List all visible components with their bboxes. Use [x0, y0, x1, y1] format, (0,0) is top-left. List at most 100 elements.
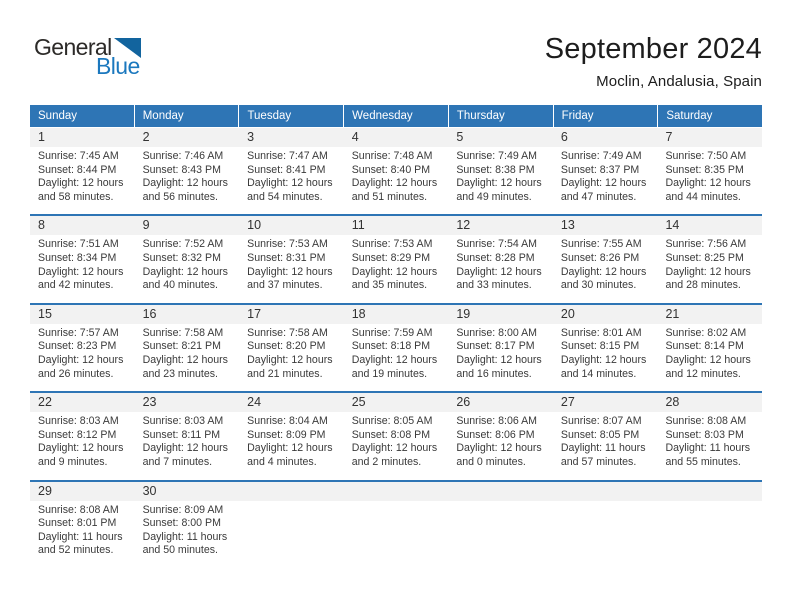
day-details: Sunrise: 8:02 AM Sunset: 8:14 PM Dayligh…	[657, 324, 762, 391]
sunrise-text: Sunrise: 7:57 AM	[38, 326, 119, 339]
daylight-text: Daylight: 12 hours and 49 minutes.	[456, 177, 542, 203]
sunset-text: Sunset: 8:43 PM	[142, 163, 221, 176]
day-details: Sunrise: 8:06 AM Sunset: 8:06 PM Dayligh…	[448, 412, 553, 479]
sunrise-text: Sunrise: 7:53 AM	[247, 238, 328, 251]
date-band: 5	[448, 128, 553, 147]
date-band: 4	[343, 128, 449, 147]
date-band: 16	[134, 304, 240, 324]
date-band: 9	[134, 216, 240, 236]
day-cell: 14 Sunrise: 7:56 AM Sunset: 8:25 PM Dayl…	[657, 216, 763, 302]
day-cell: 27 Sunrise: 8:07 AM Sunset: 8:05 PM Dayl…	[552, 393, 658, 479]
daylight-text: Daylight: 12 hours and 47 minutes.	[560, 177, 647, 203]
day-details: Sunrise: 7:50 AM Sunset: 8:35 PM Dayligh…	[657, 147, 762, 214]
day-details	[344, 501, 449, 514]
sunrise-text: Sunrise: 8:03 AM	[38, 415, 119, 428]
week-row: 1 Sunrise: 7:45 AM Sunset: 8:44 PM Dayli…	[30, 128, 763, 214]
day-details: Sunrise: 8:07 AM Sunset: 8:05 PM Dayligh…	[553, 412, 658, 479]
day-cell: 10 Sunrise: 7:53 AM Sunset: 8:31 PM Dayl…	[239, 216, 344, 302]
day-details: Sunrise: 8:04 AM Sunset: 8:09 PM Dayligh…	[239, 412, 344, 479]
date-number: 2	[142, 130, 150, 144]
date-band: 20	[552, 304, 658, 324]
date-number: 20	[560, 306, 575, 321]
sunrise-text: Sunrise: 7:58 AM	[247, 326, 328, 339]
day-cell: 20 Sunrise: 8:01 AM Sunset: 8:15 PM Dayl…	[552, 304, 658, 391]
daylight-text: Daylight: 11 hours and 55 minutes.	[665, 442, 751, 468]
sunset-text: Sunset: 8:25 PM	[665, 251, 744, 264]
date-number: 11	[351, 218, 365, 233]
sunset-text: Sunset: 8:26 PM	[560, 251, 640, 264]
date-band: 13	[552, 216, 658, 236]
day-cell	[552, 481, 658, 568]
weekday-header-friday: Friday	[552, 105, 658, 127]
daylight-text: Daylight: 12 hours and 42 minutes.	[38, 265, 124, 292]
day-cell: 29 Sunrise: 8:08 AM Sunset: 8:01 PM Dayl…	[30, 481, 135, 568]
daylight-text: Daylight: 12 hours and 0 minutes.	[456, 442, 542, 468]
day-details	[553, 501, 658, 514]
logo-text-general: General	[34, 34, 112, 60]
sunrise-text: Sunrise: 7:48 AM	[351, 150, 433, 162]
day-details	[239, 501, 344, 514]
day-cell: 19 Sunrise: 8:00 AM Sunset: 8:17 PM Dayl…	[448, 304, 553, 391]
day-details: Sunrise: 7:49 AM Sunset: 8:37 PM Dayligh…	[553, 147, 658, 214]
sunset-text: Sunset: 8:08 PM	[351, 428, 431, 441]
sunset-text: Sunset: 8:35 PM	[665, 163, 744, 176]
date-band: 11	[343, 216, 449, 236]
date-band: 1	[30, 128, 135, 147]
sunrise-text: Sunrise: 8:08 AM	[665, 415, 747, 428]
day-details	[657, 501, 762, 514]
day-cell: 16 Sunrise: 7:58 AM Sunset: 8:21 PM Dayl…	[134, 304, 240, 391]
day-details: Sunrise: 7:59 AM Sunset: 8:18 PM Dayligh…	[344, 324, 449, 391]
day-details: Sunrise: 7:57 AM Sunset: 8:23 PM Dayligh…	[30, 324, 135, 391]
sunrise-text: Sunrise: 8:07 AM	[560, 415, 642, 428]
weekday-header-saturday: Saturday	[657, 105, 762, 127]
day-details: Sunrise: 7:53 AM Sunset: 8:29 PM Dayligh…	[344, 235, 449, 302]
date-number: 7	[665, 130, 673, 144]
sunset-text: Sunset: 8:29 PM	[351, 251, 431, 264]
sunset-text: Sunset: 8:11 PM	[142, 428, 221, 441]
sunset-text: Sunset: 8:28 PM	[456, 251, 535, 264]
day-details: Sunrise: 8:01 AM Sunset: 8:15 PM Dayligh…	[553, 324, 658, 391]
sunset-text: Sunset: 8:23 PM	[38, 340, 117, 353]
day-cell: 17 Sunrise: 7:58 AM Sunset: 8:20 PM Dayl…	[239, 304, 344, 391]
sunrise-text: Sunrise: 7:59 AM	[351, 326, 433, 339]
date-band: 21	[657, 304, 763, 324]
date-number: 28	[665, 395, 680, 410]
sunrise-text: Sunrise: 7:47 AM	[247, 150, 328, 162]
date-number: 8	[38, 218, 45, 233]
week-row: 29 Sunrise: 8:08 AM Sunset: 8:01 PM Dayl…	[30, 479, 763, 568]
date-band: 15	[30, 304, 135, 324]
date-band: 22	[30, 393, 135, 413]
sunset-text: Sunset: 8:01 PM	[38, 517, 117, 530]
date-band: 30	[134, 481, 240, 501]
sunrise-text: Sunrise: 7:53 AM	[351, 238, 433, 251]
day-cell: 9 Sunrise: 7:52 AM Sunset: 8:32 PM Dayli…	[134, 216, 240, 302]
day-details	[448, 501, 553, 514]
day-cell	[448, 481, 553, 568]
weekday-header-sunday: Sunday	[38, 110, 78, 122]
day-cell: 5 Sunrise: 7:49 AM Sunset: 8:38 PM Dayli…	[448, 128, 553, 214]
date-number: 10	[247, 218, 262, 233]
sunrise-text: Sunrise: 8:00 AM	[456, 326, 537, 339]
date-number: 30	[142, 483, 157, 498]
day-cell: 30 Sunrise: 8:09 AM Sunset: 8:00 PM Dayl…	[134, 481, 240, 568]
date-number: 1	[38, 130, 45, 144]
daylight-text: Daylight: 12 hours and 4 minutes.	[247, 442, 333, 468]
daylight-text: Daylight: 12 hours and 30 minutes.	[560, 265, 647, 292]
date-band	[448, 481, 553, 501]
date-band: 27	[552, 393, 658, 413]
sunset-text: Sunset: 8:15 PM	[560, 340, 640, 353]
week-row: 15 Sunrise: 7:57 AM Sunset: 8:23 PM Dayl…	[30, 302, 763, 391]
day-details: Sunrise: 8:08 AM Sunset: 8:01 PM Dayligh…	[30, 501, 135, 568]
date-number: 13	[560, 218, 575, 233]
day-details: Sunrise: 8:03 AM Sunset: 8:11 PM Dayligh…	[135, 412, 240, 479]
date-number: 17	[247, 306, 262, 321]
sunrise-text: Sunrise: 8:02 AM	[665, 326, 747, 339]
day-details: Sunrise: 8:08 AM Sunset: 8:03 PM Dayligh…	[657, 412, 762, 479]
daylight-text: Daylight: 12 hours and 21 minutes.	[247, 353, 333, 380]
sunset-text: Sunset: 8:40 PM	[351, 163, 431, 176]
day-cell: 28 Sunrise: 8:08 AM Sunset: 8:03 PM Dayl…	[657, 393, 763, 479]
day-cell	[343, 481, 449, 568]
sunrise-text: Sunrise: 7:51 AM	[38, 238, 119, 251]
weekday-header-monday: Monday	[133, 105, 239, 127]
day-cell: 21 Sunrise: 8:02 AM Sunset: 8:14 PM Dayl…	[657, 304, 763, 391]
